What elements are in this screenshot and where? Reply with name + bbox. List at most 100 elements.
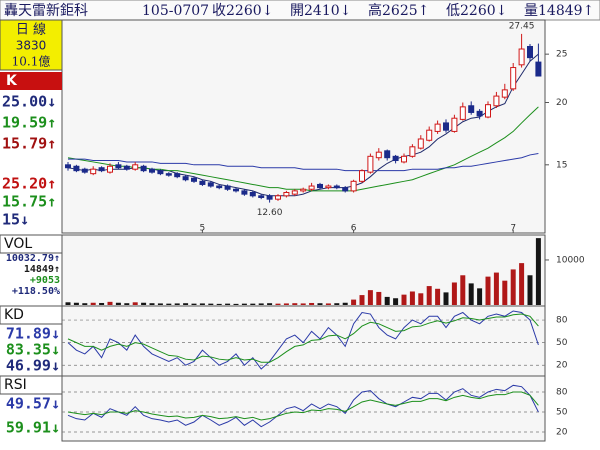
panel-label: RSI (4, 377, 27, 393)
plot-area (61, 375, 546, 442)
volume-bar (317, 303, 323, 305)
volume-bar (535, 238, 541, 305)
volume-bar (485, 276, 491, 305)
volume-bar (443, 292, 449, 305)
candle-body (367, 155, 374, 173)
candle-body (249, 192, 256, 197)
readout: 15.75↑ (2, 193, 56, 211)
stock-name: 轟天雷新鉅科 (4, 2, 88, 19)
panel-label-box (0, 305, 63, 325)
candle-body (443, 122, 449, 131)
candle-body (535, 61, 542, 77)
volume-bar (384, 296, 390, 305)
candle-body (107, 165, 113, 173)
candle-body (191, 177, 197, 182)
volume-bar (393, 298, 399, 305)
readout: 46.99↓ (6, 357, 60, 375)
candle-body (401, 155, 407, 163)
volume-bar (208, 303, 214, 305)
readout: 83.35↓ (6, 341, 60, 359)
candle-body (73, 165, 80, 172)
candle-body (199, 180, 206, 185)
candle-body (434, 123, 441, 132)
readout: 71.89↓ (6, 325, 60, 343)
readout: 14849↑ (24, 264, 60, 275)
readout: 25.20↑ (2, 175, 56, 193)
period-box (0, 19, 63, 71)
count: 3830 (16, 39, 47, 53)
candle-body (90, 168, 97, 175)
volume-bar (334, 303, 340, 305)
volume-bar (267, 303, 273, 305)
volume-bar (435, 288, 441, 305)
ma-readout: 19.59↑ (2, 114, 56, 132)
candle-body (165, 173, 172, 176)
candle-body (392, 155, 399, 162)
panel-label-box (0, 234, 63, 254)
date: 105-0707 (142, 3, 209, 19)
plot-area (61, 19, 546, 234)
volume-bar (141, 302, 147, 305)
volume-bar (376, 291, 382, 305)
volume-bar (199, 303, 205, 305)
candle-body (325, 185, 332, 189)
volume-bar (157, 303, 163, 305)
volume-bar (493, 272, 499, 305)
candle-body (501, 89, 508, 98)
candle-body (65, 164, 71, 169)
candle-body (375, 151, 382, 159)
quote-item: 低2260↓ (446, 3, 507, 19)
quote-item: 量14849↑ (524, 3, 594, 19)
readout: +9053 (30, 275, 60, 286)
y-tick-label: 15 (556, 160, 567, 170)
high-annotation: 27.45 (509, 21, 535, 31)
ma-readout: 15.79↑ (2, 135, 56, 153)
volume-bar (468, 283, 474, 305)
quote-item: 高2625↑ (368, 2, 429, 19)
y-tick-label: 80 (556, 316, 568, 326)
volume-bar (233, 303, 239, 305)
volume-bar (342, 302, 348, 305)
volume-bar (191, 303, 197, 305)
volume-bar (107, 301, 113, 305)
candle-body (283, 192, 290, 197)
candle-body (275, 195, 281, 200)
candle-body (140, 165, 147, 172)
x-tick-label: 7 (510, 224, 516, 234)
y-tick-label: 50 (556, 338, 568, 348)
volume-bar (99, 302, 105, 305)
candle-body (384, 150, 391, 159)
indicator-line (68, 153, 539, 172)
y-tick-label: 25 (556, 50, 567, 60)
volume-bar (183, 303, 189, 305)
y-tick-label: 20 (556, 361, 568, 371)
indicator-line (67, 313, 539, 363)
panel-label-box (0, 72, 62, 90)
readout: 15↓ (2, 211, 29, 229)
volume-bar (82, 303, 88, 305)
y-tick-label: 20 (556, 98, 568, 108)
candle-body (426, 129, 433, 141)
candle-body (132, 164, 139, 170)
volume-bar (73, 302, 79, 305)
candle-body (493, 95, 500, 107)
volume-bar (225, 303, 231, 305)
x-tick-label: 6 (351, 224, 357, 234)
candle-body (149, 168, 155, 173)
indicator-line (67, 384, 539, 428)
readout: 59.91↓ (6, 419, 60, 437)
candle-body (123, 165, 130, 170)
y-tick-label: 10000 (556, 255, 585, 265)
candle-body (182, 176, 189, 181)
amount: 10.1億 (12, 55, 51, 69)
quote-item: 收2260↓ (212, 3, 273, 19)
candle-body (258, 195, 265, 198)
volume-bar (300, 303, 306, 305)
readout: 49.57↓ (6, 395, 60, 413)
volume-bar (250, 303, 256, 305)
candle-body (266, 195, 273, 200)
candle-body (81, 168, 88, 173)
volume-bar (409, 291, 415, 305)
volume-bar (426, 286, 432, 305)
volume-bar (519, 263, 525, 305)
